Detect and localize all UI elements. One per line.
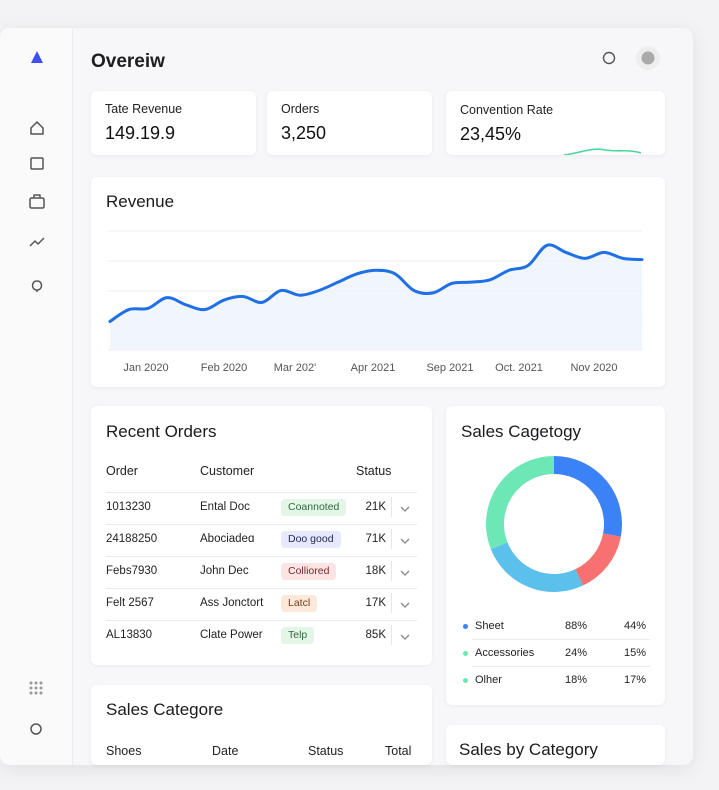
customer: Ass Jonctort bbox=[200, 597, 264, 609]
kpi-value: 149.19.9 bbox=[105, 123, 176, 143]
page-title: Overeiw bbox=[91, 51, 165, 72]
recent-orders-card: Recent Orders Order Customer Status 1013230… bbox=[91, 406, 432, 665]
status-badge: Colliored bbox=[281, 563, 337, 580]
briefcase-icon[interactable] bbox=[29, 197, 45, 209]
sidebar bbox=[0, 28, 73, 765]
status-badge: Telp bbox=[281, 627, 315, 644]
card-title: Sales Cagetogy bbox=[461, 422, 582, 441]
notification-icon[interactable] bbox=[602, 51, 616, 65]
status-badge: Latcl bbox=[281, 595, 318, 612]
row-divider bbox=[472, 666, 650, 667]
legend-dot bbox=[463, 624, 468, 629]
order-id: Febs7930 bbox=[106, 565, 158, 577]
kpi-label: Tate Revenue bbox=[105, 102, 183, 116]
sales-categore-card: Sales Categore Shoes Date Status Total bbox=[91, 685, 432, 765]
legend-dot bbox=[463, 651, 468, 656]
category-share: 18% bbox=[564, 674, 587, 686]
category-change: 44% bbox=[623, 620, 646, 632]
row-menu[interactable] bbox=[400, 501, 410, 512]
logo bbox=[31, 51, 43, 63]
revenue-card: Revenue bbox=[91, 177, 665, 387]
category-share: 24% bbox=[564, 647, 587, 659]
category-name: Olher bbox=[475, 674, 502, 686]
card-title: Sales Categore bbox=[106, 700, 224, 719]
kpi-card: Convention Rate 23,45% bbox=[446, 91, 665, 155]
amount: 18K bbox=[365, 565, 386, 577]
sidebar-icons bbox=[29, 51, 45, 735]
amount: 85K bbox=[365, 629, 386, 641]
kpi-card: Orders 3,250 bbox=[267, 91, 432, 155]
customer: Abociadeɑ bbox=[200, 533, 255, 545]
customer: John Dec bbox=[200, 565, 249, 577]
settings-icon[interactable] bbox=[30, 723, 42, 735]
category-change: 17% bbox=[623, 674, 646, 686]
customer: Ental Doc bbox=[200, 501, 250, 513]
column-header: Status bbox=[308, 744, 344, 758]
order-id: 1013230 bbox=[106, 501, 151, 513]
card-title: Recent Orders bbox=[106, 422, 217, 441]
category-name: Accessories bbox=[475, 647, 535, 659]
row-divider bbox=[106, 620, 417, 621]
home-icon[interactable] bbox=[30, 121, 44, 135]
amount: 17K bbox=[365, 597, 386, 609]
row-menu[interactable] bbox=[400, 533, 410, 544]
order-id: Felt 2567 bbox=[106, 597, 154, 609]
kpi-value: 3,250 bbox=[281, 123, 327, 143]
column-separator bbox=[391, 497, 392, 517]
legend-dot bbox=[463, 678, 468, 683]
card-title: Sales by Category bbox=[459, 740, 598, 759]
column-header: Order bbox=[106, 464, 138, 478]
column-header: Total bbox=[385, 744, 412, 758]
row-divider bbox=[106, 588, 417, 589]
column-separator bbox=[391, 561, 392, 581]
row-menu[interactable] bbox=[400, 629, 410, 640]
category-change: 15% bbox=[623, 647, 646, 659]
status-badge: Doo good bbox=[281, 531, 341, 548]
header-icons bbox=[602, 46, 660, 70]
row-menu[interactable] bbox=[400, 597, 410, 608]
apps-icon[interactable] bbox=[29, 681, 43, 695]
column-header: Shoes bbox=[106, 744, 142, 758]
kpi-card: Tate Revenue 149.19.9 bbox=[91, 91, 256, 155]
column-header: Customer bbox=[200, 464, 255, 478]
customer: Clate Power bbox=[200, 629, 263, 641]
amount: 71K bbox=[365, 533, 386, 545]
category-name: Sheet bbox=[475, 620, 504, 632]
column-separator bbox=[391, 593, 392, 613]
status-badge: Coannoted bbox=[281, 499, 347, 516]
category-share: 88% bbox=[564, 620, 587, 632]
row-menu[interactable] bbox=[400, 565, 410, 576]
card-title: Revenue bbox=[106, 192, 175, 211]
location-icon[interactable] bbox=[31, 280, 43, 292]
sparkline bbox=[563, 148, 642, 155]
sales-category-card: Sales Cagetogy Sheet 88% 44% Accessories 24%… bbox=[446, 406, 665, 705]
kpi-label: Convention Rate bbox=[460, 103, 554, 117]
column-header: Status bbox=[356, 464, 392, 478]
column-separator bbox=[391, 529, 392, 549]
row-divider bbox=[106, 556, 417, 557]
analytics-icon[interactable] bbox=[29, 237, 45, 247]
row-divider bbox=[106, 524, 417, 525]
row-divider bbox=[106, 492, 417, 493]
row-divider bbox=[472, 639, 650, 640]
sales-by-category-card: Sales by Category bbox=[446, 725, 665, 765]
amount: 21K bbox=[365, 501, 386, 513]
order-id: 24188250 bbox=[106, 533, 158, 545]
order-id: AL13830 bbox=[106, 629, 153, 641]
inbox-icon[interactable] bbox=[30, 157, 44, 170]
kpi-value: 23,45% bbox=[460, 124, 522, 144]
kpi-label: Orders bbox=[281, 102, 320, 116]
column-header: Date bbox=[212, 744, 239, 758]
column-separator bbox=[391, 625, 392, 645]
